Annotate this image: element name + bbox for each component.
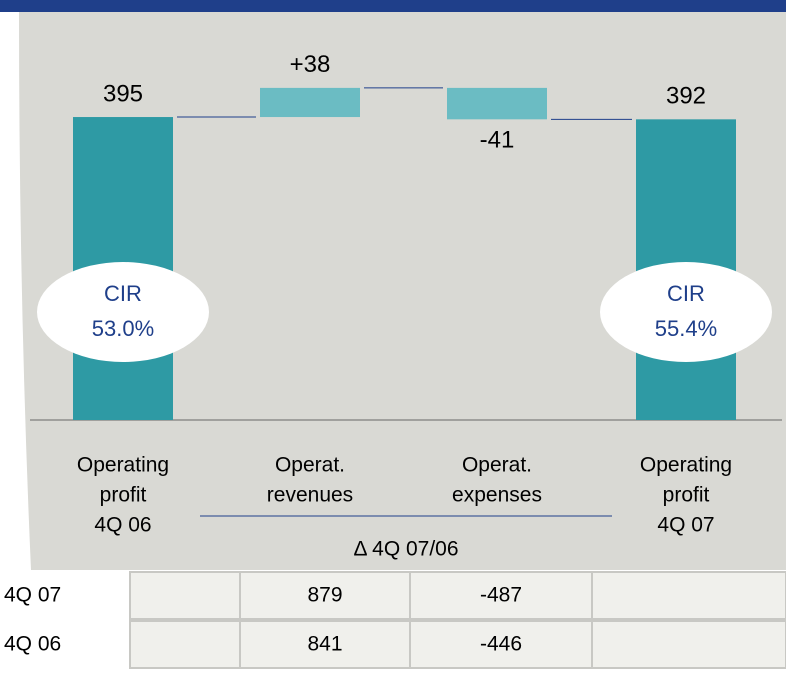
category-label: profit	[663, 484, 710, 507]
table-cell	[239, 571, 411, 620]
annotation-text: 53.0%	[92, 316, 154, 341]
chart-background	[18, 12, 786, 570]
data-label: +38	[290, 51, 331, 78]
table-cell	[591, 571, 786, 620]
table-text: -446	[480, 633, 522, 656]
annotation-text: CIR	[104, 281, 142, 306]
table-text: 4Q 06	[4, 633, 61, 656]
annotation-text: 55.4%	[655, 316, 717, 341]
data-label: -41	[480, 127, 515, 154]
table-cell	[409, 620, 593, 669]
table-cell	[129, 571, 241, 620]
table-cell	[239, 620, 411, 669]
table-text: 841	[307, 633, 342, 656]
annotation-bubble	[37, 262, 209, 362]
table-text: -487	[480, 584, 522, 607]
category-label: Operating	[640, 454, 732, 477]
table-text: 879	[307, 584, 342, 607]
category-label: profit	[100, 484, 147, 507]
category-label: Operating	[77, 454, 169, 477]
table-text: 4Q 07	[4, 584, 61, 607]
bar	[447, 87, 547, 120]
data-label: 395	[103, 80, 143, 107]
category-label: expenses	[452, 484, 542, 507]
table-cell	[129, 620, 241, 669]
category-label: 4Q 07	[657, 514, 714, 537]
data-label: 392	[666, 83, 706, 110]
left-curve	[17, 11, 31, 571]
bar	[260, 87, 360, 118]
group-label: Δ 4Q 07/06	[353, 538, 458, 561]
category-label: revenues	[267, 484, 353, 507]
annotation-text: CIR	[667, 281, 705, 306]
category-label: Operat.	[462, 454, 532, 477]
table: 4Q 07 879 -487 4Q 06 841 -446	[4, 571, 786, 669]
header-bar	[0, 0, 786, 12]
category-label: 4Q 06	[94, 514, 151, 537]
table-cell	[591, 620, 786, 669]
category-label: Operat.	[275, 454, 345, 477]
annotation-bubble	[600, 262, 772, 362]
